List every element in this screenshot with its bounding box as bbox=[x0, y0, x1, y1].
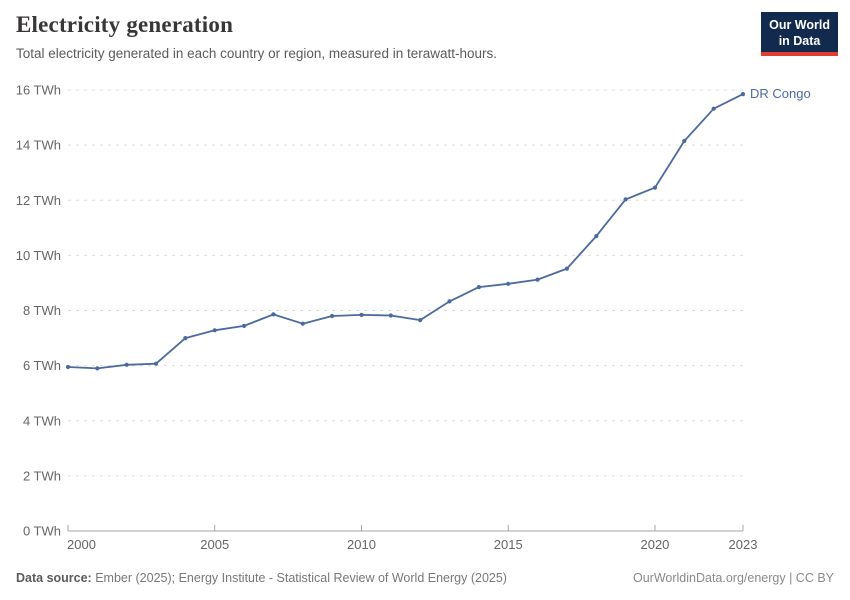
data-point[interactable] bbox=[652, 185, 658, 190]
x-tick-label: 2020 bbox=[640, 537, 669, 552]
x-axis-labels: 2000 2005 2010 2015 2020 2023 bbox=[67, 537, 757, 552]
data-point[interactable] bbox=[564, 266, 570, 271]
owid-logo-line1: Our World bbox=[769, 18, 830, 32]
credit-link[interactable]: OurWorldinData.org/energy | CC BY bbox=[632, 571, 834, 585]
y-tick-label: 2 TWh bbox=[23, 468, 61, 483]
data-line[interactable] bbox=[67, 93, 744, 370]
x-tick-label: 2015 bbox=[494, 537, 523, 552]
y-tick-label: 14 TWh bbox=[16, 138, 61, 153]
data-source-text: Ember (2025); Energy Institute - Statist… bbox=[91, 571, 507, 585]
data-point[interactable] bbox=[740, 92, 746, 97]
chart-subtitle: Total electricity generated in each coun… bbox=[16, 46, 497, 61]
data-point[interactable] bbox=[682, 138, 687, 144]
y-tick-label: 16 TWh bbox=[16, 83, 61, 98]
data-point[interactable] bbox=[95, 366, 100, 371]
data-point[interactable] bbox=[359, 312, 364, 317]
data-point[interactable] bbox=[271, 312, 276, 317]
data-point[interactable] bbox=[212, 328, 217, 333]
x-tick-label: 2023 bbox=[729, 537, 758, 552]
x-tick-label: 2000 bbox=[67, 537, 96, 552]
data-points bbox=[65, 92, 746, 371]
data-point[interactable] bbox=[330, 313, 335, 319]
y-gridlines bbox=[68, 89, 743, 477]
data-point[interactable] bbox=[65, 364, 71, 370]
y-tick-label: 0 TWh bbox=[23, 524, 61, 539]
data-point[interactable] bbox=[124, 362, 129, 367]
data-point[interactable] bbox=[476, 285, 481, 290]
y-tick-label: 10 TWh bbox=[16, 248, 61, 263]
y-tick-label: 8 TWh bbox=[23, 303, 61, 318]
chart-footer: Data source: Ember (2025); Energy Instit… bbox=[16, 571, 834, 585]
data-point[interactable] bbox=[418, 318, 423, 323]
x-tick-label: 2005 bbox=[200, 537, 229, 552]
owid-logo[interactable]: Our World in Data bbox=[761, 12, 838, 56]
data-point[interactable] bbox=[447, 299, 452, 304]
data-source: Data source: Ember (2025); Energy Instit… bbox=[16, 571, 507, 585]
data-point[interactable] bbox=[506, 281, 511, 286]
data-point[interactable] bbox=[711, 106, 716, 111]
y-tick-label: 4 TWh bbox=[23, 413, 61, 428]
y-tick-label: 12 TWh bbox=[16, 193, 61, 208]
data-point[interactable] bbox=[623, 197, 628, 202]
chart-header: Electricity generation Total electricity… bbox=[16, 12, 740, 63]
data-point[interactable] bbox=[594, 234, 599, 239]
y-tick-label: 6 TWh bbox=[23, 358, 61, 373]
data-point[interactable] bbox=[183, 336, 188, 341]
x-tick-label: 2010 bbox=[347, 537, 376, 552]
data-point[interactable] bbox=[300, 321, 305, 326]
entity-label[interactable]: DR Congo bbox=[750, 86, 811, 101]
y-axis-labels: 0 TWh 2 TWh 4 TWh 6 TWh 8 TWh 10 TWh 12 TWh 14 … bbox=[16, 83, 61, 539]
data-point[interactable] bbox=[153, 361, 159, 366]
x-axis bbox=[67, 525, 744, 532]
data-point[interactable] bbox=[242, 323, 247, 328]
data-point[interactable] bbox=[388, 313, 393, 318]
owid-logo-line2: in Data bbox=[778, 34, 821, 48]
page-title: Electricity generation bbox=[16, 12, 234, 37]
data-point[interactable] bbox=[535, 277, 540, 282]
data-source-label: Data source: bbox=[16, 571, 92, 585]
